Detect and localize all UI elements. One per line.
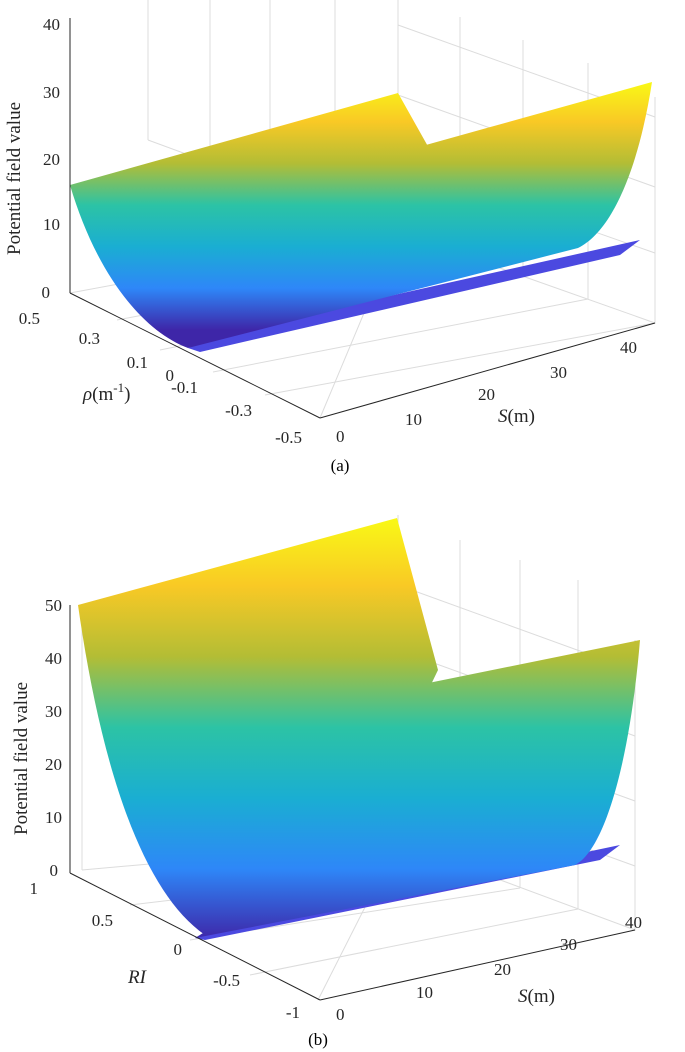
b-ylabel: S(m) [518,986,555,1007]
panel-a-axes [69,18,656,419]
a-xlabel: ρ(m-1) [82,380,130,405]
b-xtick: 0 [174,940,183,959]
b-xtick: 1 [30,879,39,898]
b-caption: (b) [308,1030,328,1049]
a-ylabel-var: S [498,406,508,427]
a-ytick: 30 [550,363,567,382]
surface-b-left-wall [78,518,438,935]
a-xtick: 0.3 [79,329,100,348]
a-xtick: -0.3 [225,401,252,420]
b-zlabel: Potential field value [11,682,32,835]
a-xtick: -0.1 [171,378,198,397]
panel-a-ticks: 0 10 20 30 40 0.5 0.3 0.1 0 -0.1 -0.3 -0… [19,15,637,447]
b-ztick: 40 [45,649,62,668]
panel-b-axes [69,605,636,1001]
b-xtick: -0.5 [213,971,240,990]
a-xlabel-exp: -1 [113,380,124,395]
a-caption: (a) [331,456,350,475]
panel-a: 0 10 20 30 40 0.5 0.3 0.1 0 -0.1 -0.3 -0… [4,0,656,475]
b-ztick: 10 [45,808,62,827]
b-ytick: 20 [494,960,511,979]
a-ztick: 0 [42,283,51,302]
a-ztick: 20 [43,150,60,169]
panel-b-ticks: 0 10 20 30 40 50 1 0.5 0 -0.5 -1 0 10 20… [30,596,643,1024]
b-xtick: 0.5 [92,911,113,930]
a-ztick: 30 [43,83,60,102]
panel-a-labels: Potential field value ρ(m-1) S(m) (a) [4,102,535,475]
a-ztick: 10 [43,215,60,234]
surface-a-valley [188,240,640,352]
a-ytick: 20 [478,385,495,404]
b-ytick: 10 [416,983,433,1002]
b-ytick: 0 [336,1005,345,1024]
surface-b-right-wall [195,640,640,938]
b-ylabel-var: S [518,986,528,1007]
panel-a-surface [70,82,652,352]
a-ytick: 10 [405,410,422,429]
b-ytick: 30 [560,935,577,954]
a-ztick: 40 [43,15,60,34]
a-ylabel: S(m) [498,406,535,427]
surface-a-left-wall [70,93,430,348]
surface-a-right-wall [188,82,652,348]
a-ytick: 0 [336,427,345,446]
a-ylabel-unit: (m) [508,406,535,427]
b-ytick: 40 [625,913,642,932]
panel-b-labels: Potential field value RI S(m) (b) [11,682,555,1049]
b-ztick: 20 [45,755,62,774]
a-xlabel-close: ) [124,384,130,405]
b-ztick: 50 [45,596,62,615]
a-xlabel-var: ρ [82,384,92,405]
b-xlabel-var: RI [127,967,148,988]
b-ylabel-unit: (m) [528,986,555,1007]
a-xlabel-unit: (m [92,384,113,405]
b-ztick: 30 [45,702,62,721]
a-ytick: 40 [620,338,637,357]
a-xtick: -0.5 [275,428,302,447]
b-xlabel: RI [127,967,148,988]
panel-b-surface [78,518,640,940]
a-zlabel: Potential field value [4,102,25,255]
a-xtick: 0 [166,366,175,385]
b-ztick: 0 [50,861,59,880]
b-xtick: -1 [286,1003,300,1022]
a-xtick: 0.1 [127,353,148,372]
panel-b: 0 10 20 30 40 50 1 0.5 0 -0.5 -1 0 10 20… [11,515,642,1049]
a-xtick: 0.5 [19,309,40,328]
